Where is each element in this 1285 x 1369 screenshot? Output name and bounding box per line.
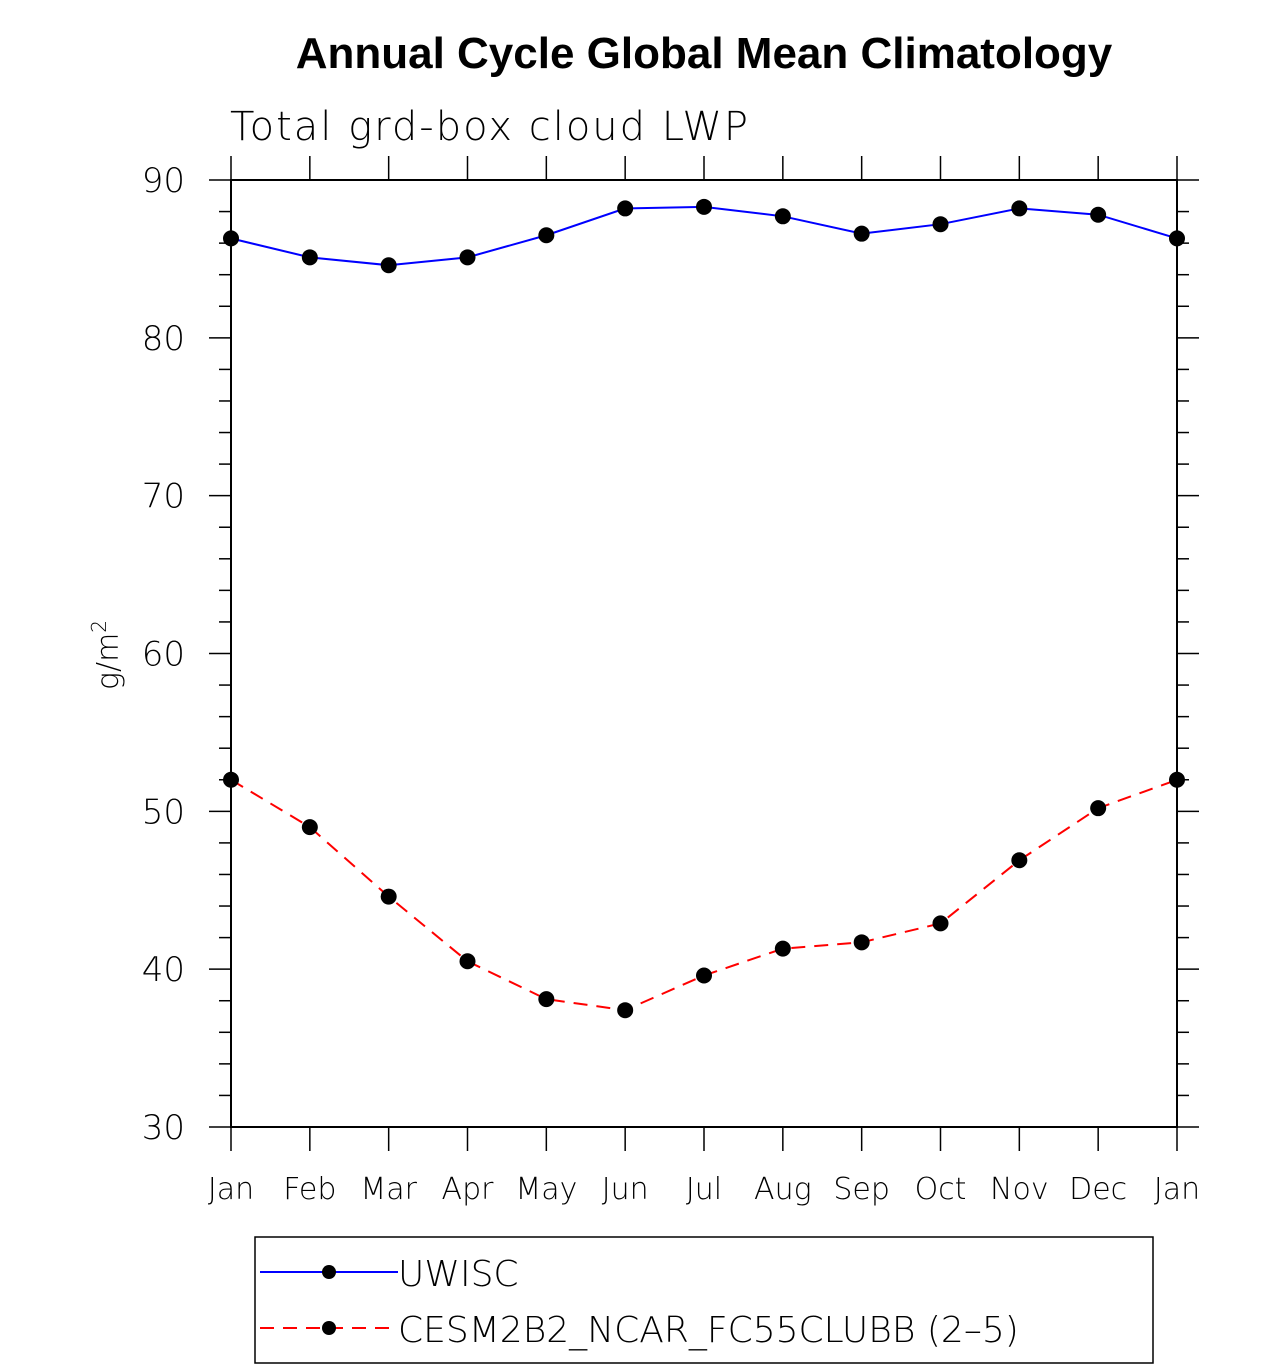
data-point xyxy=(1011,200,1028,217)
data-point xyxy=(774,940,791,957)
series-0 xyxy=(223,198,1185,274)
data-point xyxy=(1011,852,1028,869)
y-tick-label: 70 xyxy=(142,477,185,517)
x-tick-label: Sep xyxy=(833,1172,890,1207)
data-point xyxy=(774,208,791,225)
chart-title: Annual Cycle Global Mean Climatology xyxy=(296,29,1113,78)
series-line xyxy=(230,205,1178,267)
chart-subtitle: Total grd-box cloud LWP xyxy=(230,104,750,150)
y-tick-label: 30 xyxy=(142,1108,185,1148)
data-point xyxy=(1169,771,1185,788)
x-tick-label: Mar xyxy=(360,1172,417,1207)
x-tick-label: Apr xyxy=(442,1172,495,1207)
data-point xyxy=(459,249,476,266)
plot-frame xyxy=(230,179,1178,1128)
legend: UWISC CESM2B2_NCAR_FC55CLUBB (2–5) xyxy=(254,1236,1154,1364)
data-point xyxy=(932,216,949,233)
legend-label-cesm: CESM2B2_NCAR_FC55CLUBB (2–5) xyxy=(398,1310,1019,1351)
x-tick-label: Nov xyxy=(990,1172,1049,1207)
x-tick-label: Feb xyxy=(283,1172,336,1207)
series-layer xyxy=(223,198,1185,1019)
x-tick-label: Jan xyxy=(208,1172,254,1207)
data-point xyxy=(696,198,712,215)
data-point xyxy=(696,967,712,984)
data-point xyxy=(538,991,555,1008)
x-tick-label: Aug xyxy=(754,1172,812,1207)
data-point xyxy=(932,915,949,932)
x-tick-label: Jul xyxy=(686,1172,722,1207)
data-point xyxy=(617,1002,634,1019)
x-tick-label: Jun xyxy=(602,1172,649,1207)
data-point xyxy=(459,953,476,970)
data-point xyxy=(1169,230,1185,247)
y-tick-label: 90 xyxy=(142,161,185,201)
data-point xyxy=(853,934,870,951)
y-tick-label: 80 xyxy=(142,319,185,359)
x-tick-label: Oct xyxy=(915,1172,967,1207)
axes: 30 40 50 60 70 80 90 Jan Feb Mar Apr May Jun Jul Aug Se… xyxy=(142,156,1200,1207)
y-axis-label-text: g/m xyxy=(91,633,126,690)
data-point xyxy=(1090,206,1107,223)
y-axis-label-superscript: 2 xyxy=(87,620,111,633)
legend-box xyxy=(254,1236,1154,1364)
y-axis-label: g/m2 xyxy=(87,620,126,690)
data-point xyxy=(538,227,555,244)
x-tick-label: Dec xyxy=(1069,1172,1127,1207)
series-1 xyxy=(223,771,1185,1019)
data-point xyxy=(617,200,634,217)
x-tick-label: Jan xyxy=(1154,1172,1200,1207)
y-tick-label: 40 xyxy=(142,950,185,990)
legend-marker-uwisc xyxy=(322,1265,336,1279)
data-point xyxy=(380,257,397,274)
legend-item-cesm: CESM2B2_NCAR_FC55CLUBB (2–5) xyxy=(260,1310,1019,1351)
data-point xyxy=(301,249,318,266)
data-point xyxy=(223,230,239,247)
data-point xyxy=(223,771,239,788)
y-tick-label: 50 xyxy=(142,792,185,832)
data-point xyxy=(380,888,397,905)
y-tick-label: 60 xyxy=(142,635,185,675)
legend-item-uwisc: UWISC xyxy=(260,1254,519,1295)
data-point xyxy=(301,819,318,836)
x-tick-label: May xyxy=(515,1172,577,1207)
data-point xyxy=(1090,800,1107,817)
legend-label-uwisc: UWISC xyxy=(398,1254,519,1295)
data-point xyxy=(853,225,870,242)
legend-marker-cesm xyxy=(322,1321,336,1335)
svg-text:g/m2: g/m2 xyxy=(87,620,126,690)
